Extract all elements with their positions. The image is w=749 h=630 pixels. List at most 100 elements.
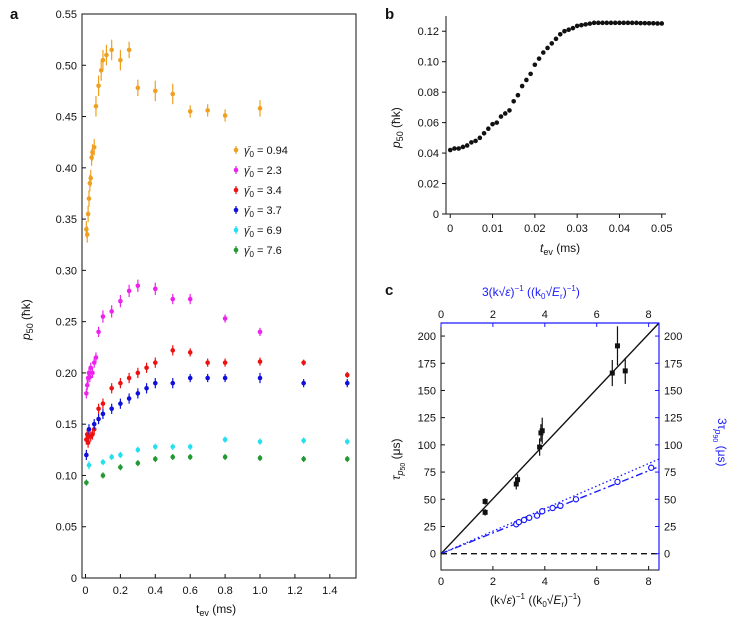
data-point <box>490 121 495 127</box>
legend-sub: 0 <box>250 170 255 179</box>
x-axis-title-sub: ev <box>543 247 553 257</box>
data-point <box>583 22 588 27</box>
data-point <box>86 196 92 201</box>
data-point <box>144 385 149 391</box>
y-tick-label: 100 <box>418 440 436 452</box>
data-point <box>456 146 461 151</box>
data-point <box>84 382 90 388</box>
y-axis-title-sub: 50 <box>25 323 35 333</box>
x-tick-label: 0.01 <box>482 223 503 235</box>
x-axis-title-main: t <box>196 602 200 616</box>
x-tick-label: 1.0 <box>252 585 267 597</box>
x-tick-label: 0.4 <box>148 585 163 597</box>
data-point <box>257 375 263 381</box>
xlabel-bottom-part: ) <box>564 593 568 607</box>
data-point <box>638 20 643 26</box>
ylabel-right-part: 3τ <box>715 418 729 430</box>
data-point <box>88 175 94 181</box>
data-point <box>481 130 487 136</box>
data-point <box>89 155 94 160</box>
data-point <box>118 380 123 386</box>
data-point <box>600 20 605 26</box>
data-point <box>579 22 584 28</box>
data-point <box>344 372 350 378</box>
data-point-square <box>515 477 521 483</box>
data-point <box>642 20 648 26</box>
data-point <box>566 27 571 33</box>
xlabel-bottom-part: −1 <box>516 592 526 601</box>
panel-c-x-axis-title-bottom: (k√ε)−1 ((k0√Er)−1) <box>490 592 581 609</box>
xlabel-bottom-part: 0 <box>542 600 547 609</box>
data-point <box>469 140 474 145</box>
y-tick-label: 0.50 <box>56 60 77 72</box>
data-point <box>447 147 453 153</box>
data-point <box>84 480 89 485</box>
data-point <box>152 380 158 386</box>
x-tick-label: 0 <box>438 576 444 588</box>
data-point <box>257 106 263 111</box>
data-point <box>557 31 563 37</box>
data-point-open-circle <box>539 508 546 515</box>
data-point <box>612 20 618 26</box>
data-point <box>515 92 521 98</box>
data-point <box>126 47 132 53</box>
x-tick-label: 1.2 <box>287 585 302 597</box>
data-point <box>301 380 306 386</box>
legend-gamma: γ̄ <box>244 245 252 257</box>
data-point-open-circle <box>520 516 528 524</box>
legend-value: = 0.94 <box>254 145 288 157</box>
data-point-open-circle <box>572 496 580 503</box>
xlabel-top-part: 0 <box>541 292 546 301</box>
right-tick-label: 25 <box>664 521 676 533</box>
data-point <box>205 108 210 113</box>
y-tick-label: 0 <box>71 573 77 585</box>
panel-label-b: b <box>385 6 394 23</box>
data-point <box>591 20 597 26</box>
xlabel-bottom-part: E <box>553 593 562 607</box>
data-point <box>574 23 580 29</box>
xlabel-top-part: ) <box>576 285 580 299</box>
data-point <box>519 83 525 89</box>
right-tick-label: 125 <box>664 413 682 425</box>
data-point <box>135 447 141 453</box>
data-point <box>118 452 123 458</box>
legend-entry: γ̄0 = 0.94 <box>244 145 288 159</box>
legend-entry: γ̄0 = 3.7 <box>244 205 282 219</box>
legend-value: = 3.4 <box>254 185 282 197</box>
data-point <box>91 421 97 427</box>
right-tick-label: 0 <box>664 549 670 561</box>
top-tick-label: 4 <box>542 309 548 321</box>
data-point <box>604 20 610 26</box>
y-tick-label: 0.55 <box>56 9 77 21</box>
x-axis-title-sub: ev <box>199 608 209 618</box>
data-point <box>84 391 89 396</box>
data-point <box>118 401 123 406</box>
data-point <box>85 211 91 217</box>
panel-a-y-axis-title: p50 (ħk) <box>19 299 35 341</box>
data-point <box>596 20 601 26</box>
data-point <box>301 456 306 462</box>
y-tick-label: 200 <box>418 331 436 343</box>
y-tick-label: 0.25 <box>56 317 77 329</box>
x-axis-title-main: t <box>540 241 544 255</box>
data-point <box>486 126 491 132</box>
right-tick-label: 175 <box>664 358 682 370</box>
data-point <box>344 439 350 444</box>
data-point <box>96 406 101 412</box>
data-point <box>473 138 478 144</box>
y-tick-label: 0.04 <box>418 148 439 160</box>
panel-b-chart: 0 0.01 0.02 0.03 0.04 0.05 0 0.02 0.04 0.06 0.08 0… <box>389 16 672 257</box>
data-point <box>135 370 141 376</box>
data-point <box>655 21 660 26</box>
y-tick-label: 0.15 <box>56 419 77 431</box>
xlabel-bottom-part: ) <box>512 593 516 607</box>
data-point <box>608 20 614 26</box>
data-point-open-circle <box>515 518 523 526</box>
ylabel-left-part: 50 <box>400 463 407 471</box>
data-point <box>452 146 457 151</box>
y-axis-title-main: p <box>19 333 33 341</box>
y-tick-label: 0 <box>433 209 439 221</box>
data-point <box>135 460 141 466</box>
xlabel-bottom-part: ) <box>577 593 581 607</box>
